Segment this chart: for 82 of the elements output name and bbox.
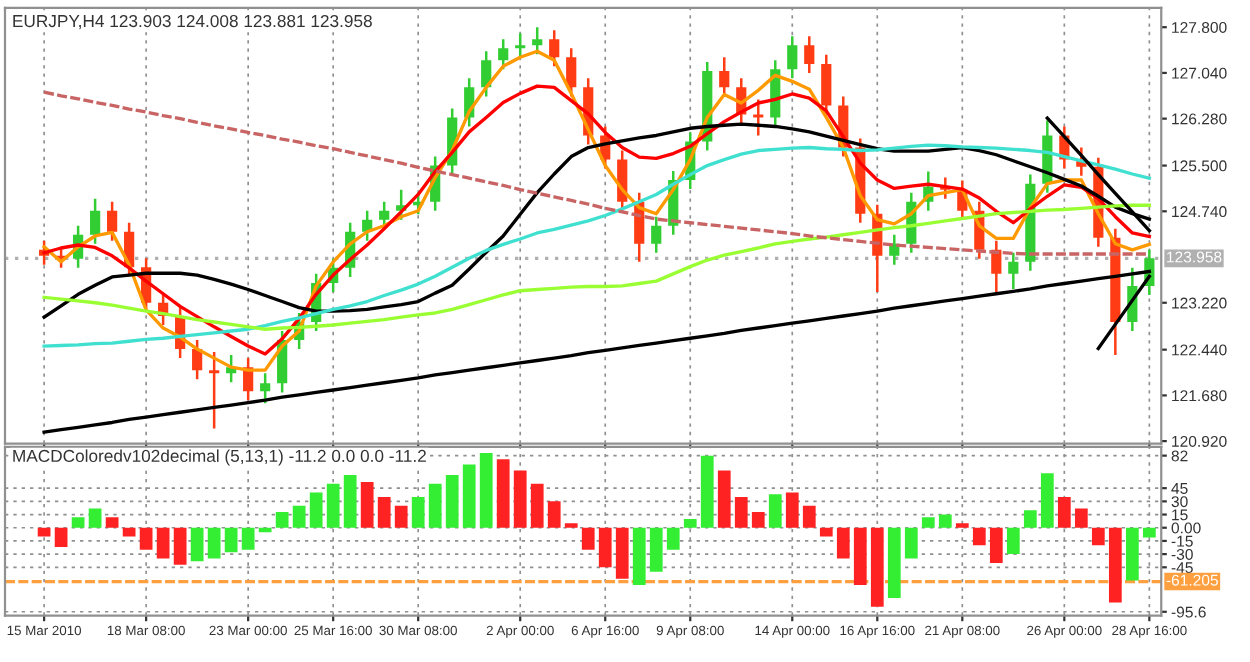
candlestick [804, 34, 815, 75]
bar [1108, 527, 1122, 603]
candlestick [379, 200, 390, 230]
bar [938, 514, 952, 528]
candlestick [549, 28, 560, 68]
bar [904, 527, 918, 559]
bar [156, 527, 170, 559]
bar [751, 511, 765, 528]
chart-title: EURJPY,H4 123.903 124.008 123.881 123.958 [13, 14, 372, 30]
bar [547, 501, 561, 528]
bar [734, 496, 748, 528]
bar [173, 527, 187, 565]
bar [700, 455, 714, 528]
bar [54, 527, 68, 548]
bar [1057, 496, 1071, 528]
bar [309, 492, 323, 528]
bar [71, 517, 85, 528]
bar [377, 496, 391, 528]
bar [1125, 527, 1139, 581]
bar [139, 527, 153, 550]
bar [581, 527, 595, 550]
bar [122, 527, 136, 537]
bar [853, 527, 867, 585]
bar [598, 527, 612, 568]
bar [1023, 510, 1037, 528]
candlestick [753, 98, 764, 137]
bar [1074, 508, 1088, 528]
bar [207, 527, 221, 559]
candlestick [515, 31, 526, 59]
bar [343, 474, 357, 528]
bar [394, 505, 408, 528]
bar [836, 527, 850, 559]
bar [411, 496, 425, 528]
bar [802, 505, 816, 528]
bar [360, 482, 374, 528]
bar [1091, 527, 1105, 546]
candlestick [719, 56, 730, 98]
chart-title: MACDColoredv102decimal (5,13,1) -11.2 0.0 0.0 -11.2 [13, 449, 426, 466]
bar [445, 474, 459, 528]
bar [887, 527, 901, 599]
candlestick [821, 53, 832, 116]
candlestick [787, 34, 798, 80]
candlestick [90, 197, 101, 246]
bar [530, 483, 544, 528]
bar [1006, 527, 1020, 555]
bar [88, 508, 102, 528]
bar [275, 511, 289, 528]
bar [258, 527, 272, 533]
candlestick [651, 215, 662, 255]
bar [1142, 527, 1156, 538]
bar [870, 527, 884, 607]
bar [768, 494, 782, 528]
bar [428, 483, 442, 528]
bar [241, 527, 255, 550]
candlestick [260, 371, 271, 405]
candlestick [532, 25, 543, 56]
bar [666, 527, 680, 550]
bar [683, 518, 697, 528]
bar [649, 527, 663, 572]
bar [292, 505, 306, 528]
bar [785, 492, 799, 528]
bar [921, 517, 935, 528]
bar [190, 527, 204, 562]
bar [819, 527, 833, 537]
bar [479, 453, 493, 528]
candlestick [107, 200, 118, 243]
bar [105, 517, 119, 528]
bar [37, 527, 51, 537]
bar [615, 527, 629, 579]
bar [632, 527, 646, 585]
candlestick [209, 350, 220, 430]
bar [989, 527, 1003, 563]
bar [717, 470, 731, 528]
bar [326, 483, 340, 528]
bar [513, 470, 527, 528]
candlestick [1008, 251, 1019, 291]
candlestick [498, 37, 509, 71]
bar [224, 527, 238, 553]
bar [462, 464, 476, 528]
bar [496, 459, 510, 528]
bar [1040, 473, 1054, 528]
bar [972, 527, 986, 546]
